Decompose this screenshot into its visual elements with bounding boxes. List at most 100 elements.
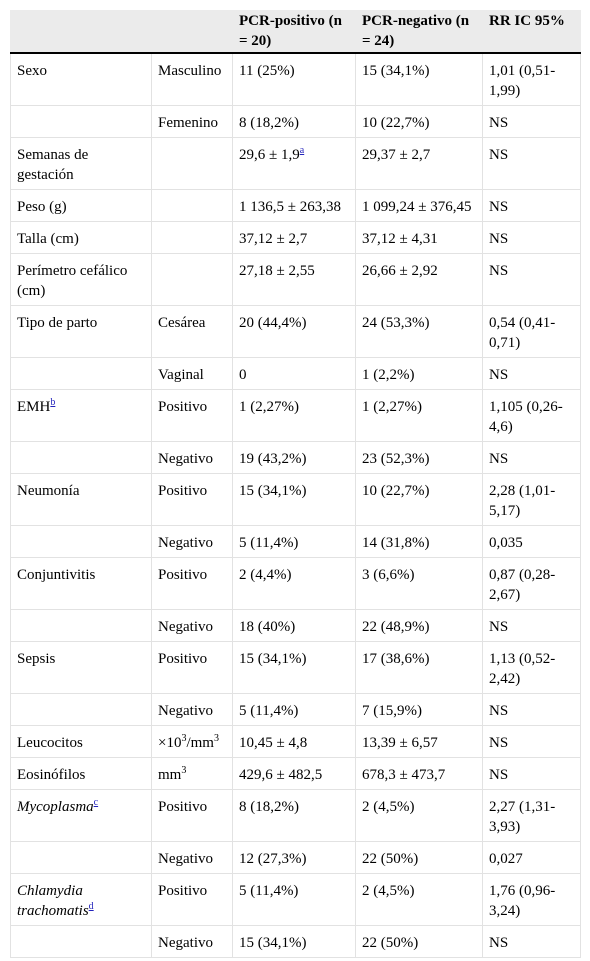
table-cell: Negativo xyxy=(151,841,233,874)
table-cell: 8 (18,2%) xyxy=(232,789,356,842)
table-cell: Cesárea xyxy=(151,305,233,358)
table-row: Semanas de gestación 29,6 ± 1,9a 29,37 ± 2… xyxy=(10,137,581,190)
table-row: Leucocitos ×103/mm3 10,45 ± 4,8 13,39 ± 6,5… xyxy=(10,725,581,758)
table-cell xyxy=(10,105,152,138)
table-cell xyxy=(151,253,233,306)
table-cell: 8 (18,2%) xyxy=(232,105,356,138)
table-cell: Semanas de gestación xyxy=(10,137,152,190)
footnote-link[interactable]: c xyxy=(93,797,99,808)
table-cell: Positivo xyxy=(151,389,233,442)
table-cell: 0,54 (0,41-0,71) xyxy=(482,305,581,358)
table-cell: NS xyxy=(482,725,581,758)
table-cell: 0,027 xyxy=(482,841,581,874)
table-cell: 19 (43,2%) xyxy=(232,441,356,474)
table-cell: Perímetro cefálico (cm) xyxy=(10,253,152,306)
footnote-ref: c xyxy=(94,797,98,808)
header-cell: PCR-positivo (n = 20) xyxy=(232,10,356,54)
table-cell: 17 (38,6%) xyxy=(355,641,483,694)
table-cell: 15 (34,1%) xyxy=(355,52,483,106)
table-cell: 20 (44,4%) xyxy=(232,305,356,358)
table-cell: Negativo xyxy=(151,609,233,642)
table-cell: 1,13 (0,52-2,42) xyxy=(482,641,581,694)
table-cell: Peso (g) xyxy=(10,189,152,222)
table-cell: Conjuntivitis xyxy=(10,557,152,610)
table-row: Tipo de parto Cesárea 20 (44,4%) 24 (53,3%)… xyxy=(10,305,581,358)
cell-text: /mm xyxy=(186,735,214,751)
header-row: PCR-positivo (n = 20) PCR-negativo (n = … xyxy=(10,10,581,54)
table-cell: 24 (53,3%) xyxy=(355,305,483,358)
table-cell: Neumonía xyxy=(10,473,152,526)
table-cell: 22 (48,9%) xyxy=(355,609,483,642)
table-cell: 15 (34,1%) xyxy=(232,473,356,526)
table-cell: NS xyxy=(482,925,581,958)
table-cell: 2 (4,4%) xyxy=(232,557,356,610)
table-row: Eosinófilos mm3 429,6 ± 482,5 678,3 ± 473,7… xyxy=(10,757,581,790)
table-cell: Eosinófilos xyxy=(10,757,152,790)
header-cell xyxy=(151,10,233,54)
table-cell xyxy=(10,925,152,958)
table-row: Conjuntivitis Positivo 2 (4,4%) 3 (6,6%) 0,8… xyxy=(10,557,581,610)
table-cell: 2 (4,5%) xyxy=(355,873,483,926)
table-row: Femenino 8 (18,2%) 10 (22,7%) NS xyxy=(10,105,581,138)
table-cell: Positivo xyxy=(151,557,233,610)
cell-italic: Mycoplasma xyxy=(17,799,94,815)
table-cell: NS xyxy=(482,693,581,726)
cell-text: mm xyxy=(158,767,182,783)
table-cell: 23 (52,3%) xyxy=(355,441,483,474)
table-row: Neumonía Positivo 15 (34,1%) 10 (22,7%) 2,28… xyxy=(10,473,581,526)
table-cell: NS xyxy=(482,137,581,190)
table-cell: 3 (6,6%) xyxy=(355,557,483,610)
table-cell: 37,12 ± 2,7 xyxy=(232,221,356,254)
footnote-link[interactable]: b xyxy=(50,397,56,408)
table-row: Negativo 19 (43,2%) 23 (52,3%) NS xyxy=(10,441,581,474)
table-row: Negativo 5 (11,4%) 14 (31,8%) 0,035 xyxy=(10,525,581,558)
table-cell xyxy=(10,841,152,874)
table-cell: NS xyxy=(482,441,581,474)
table-cell: 1,01 (0,51-1,99) xyxy=(482,52,581,106)
cell-text: EMH xyxy=(17,399,51,415)
cell-text: 29,6 ± 1,9 xyxy=(239,147,300,163)
table-cell: Negativo xyxy=(151,525,233,558)
table-cell xyxy=(10,357,152,390)
table-cell: Negativo xyxy=(151,925,233,958)
header-cell: PCR-negativo (n = 24) xyxy=(355,10,483,54)
table-row: Chlamydia trachomatisd Positivo 5 (11,4%) 2… xyxy=(10,873,581,926)
table-cell: Negativo xyxy=(151,693,233,726)
table-cell xyxy=(10,693,152,726)
cell-italic: Chlamydia trachomatis xyxy=(17,883,89,919)
table-cell: 1 (2,27%) xyxy=(232,389,356,442)
table-cell: NS xyxy=(482,609,581,642)
table-cell: 12 (27,3%) xyxy=(232,841,356,874)
footnote-link[interactable]: d xyxy=(88,901,94,912)
table-cell: 0 xyxy=(232,357,356,390)
table-cell: NS xyxy=(482,253,581,306)
header-cell: RR IC 95% xyxy=(482,10,581,54)
table-cell: 13,39 ± 6,57 xyxy=(355,725,483,758)
superscript: 3 xyxy=(213,733,219,744)
table-row: Mycoplasmac Positivo 8 (18,2%) 2 (4,5%) 2,27… xyxy=(10,789,581,842)
table-cell: Positivo xyxy=(151,789,233,842)
superscript: 3 xyxy=(181,765,187,776)
table-row: Negativo 15 (34,1%) 22 (50%) NS xyxy=(10,925,581,958)
table-cell: 678,3 ± 473,7 xyxy=(355,757,483,790)
table-cell: 10 (22,7%) xyxy=(355,473,483,526)
table-row: Negativo 12 (27,3%) 22 (50%) 0,027 xyxy=(10,841,581,874)
table-cell: NS xyxy=(482,757,581,790)
table-row: Sepsis Positivo 15 (34,1%) 17 (38,6%) 1,13 (… xyxy=(10,641,581,694)
table-cell: 1,76 (0,96-3,24) xyxy=(482,873,581,926)
table-cell: Negativo xyxy=(151,441,233,474)
table-cell: Leucocitos xyxy=(10,725,152,758)
footnote-ref: b xyxy=(50,397,55,408)
table-row: EMHb Positivo 1 (2,27%) 1 (2,27%) 1,105 (0,2… xyxy=(10,389,581,442)
table-cell: 11 (25%) xyxy=(232,52,356,106)
table-cell: 18 (40%) xyxy=(232,609,356,642)
table-cell: ×103/mm3 xyxy=(151,725,233,758)
footnote-link[interactable]: a xyxy=(299,145,305,156)
table-cell: 1 136,5 ± 263,38 xyxy=(232,189,356,222)
table-cell: NS xyxy=(482,221,581,254)
table-cell: NS xyxy=(482,189,581,222)
footnote-ref: a xyxy=(300,145,304,156)
table-cell: Vaginal xyxy=(151,357,233,390)
table-cell: 5 (11,4%) xyxy=(232,525,356,558)
